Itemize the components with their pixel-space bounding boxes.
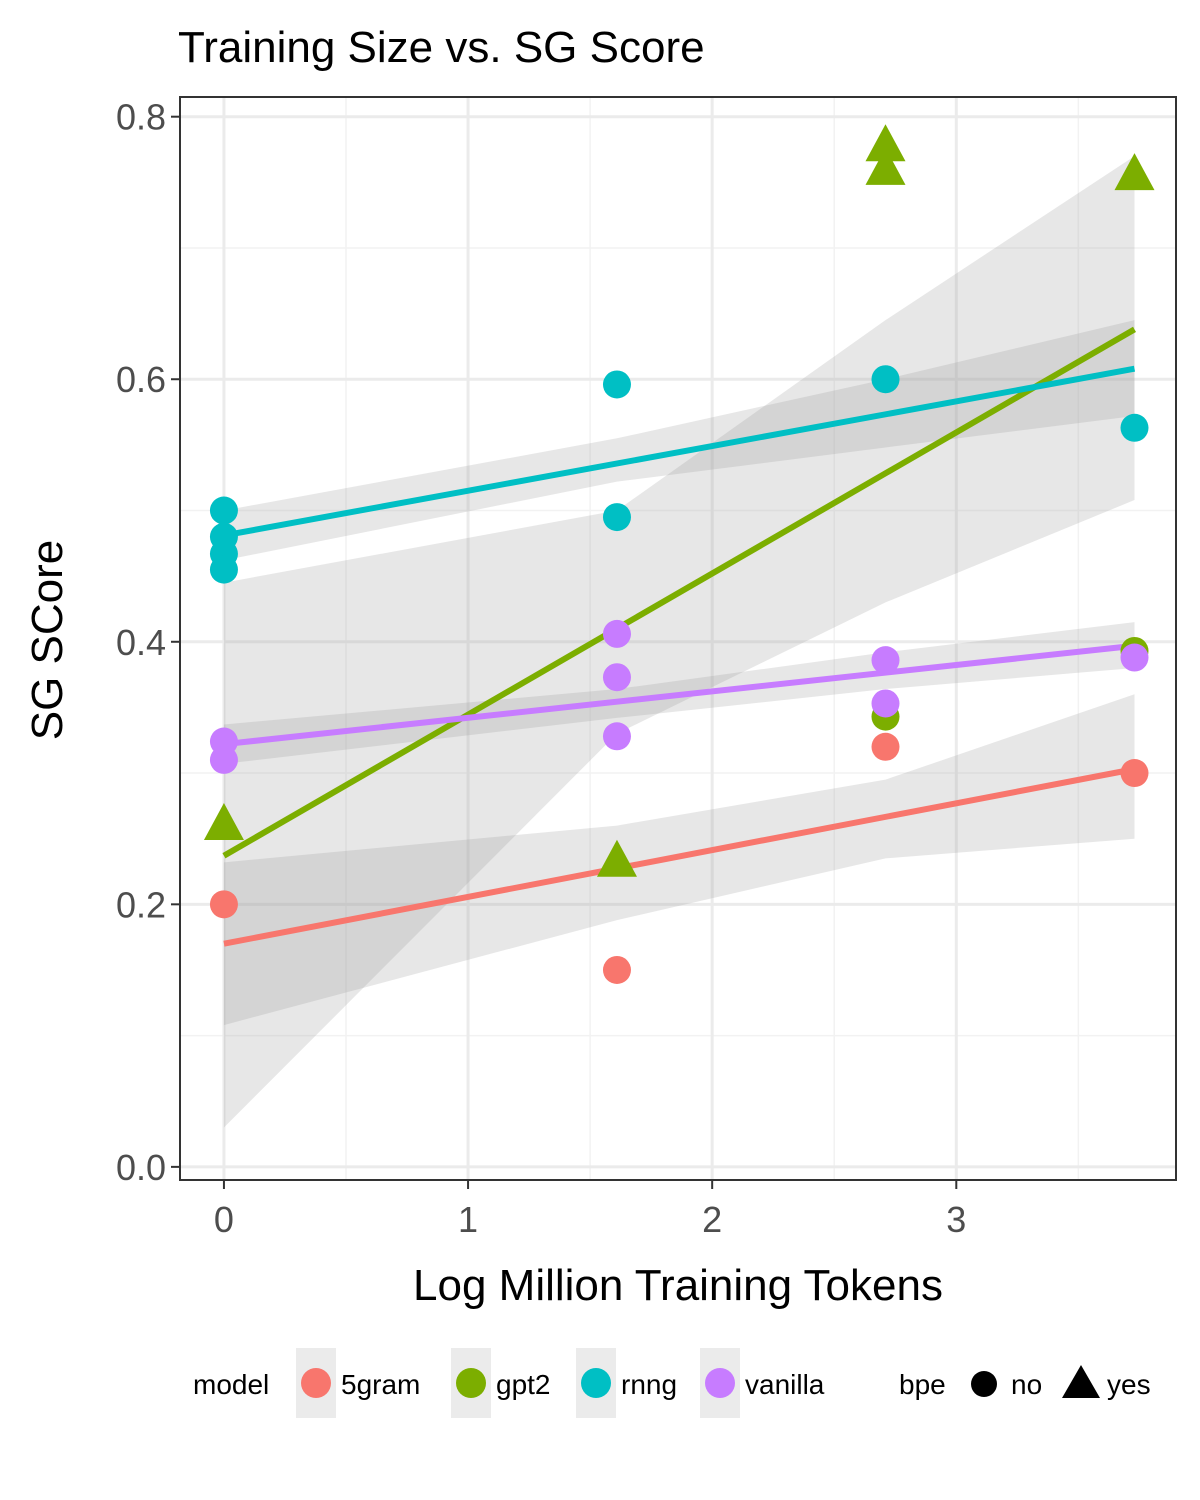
ci-band-rnng	[223, 320, 1135, 561]
y-axis-title: SG SCore	[23, 540, 72, 741]
point-vanilla-circle	[871, 646, 900, 675]
chart-title: Training Size vs. SG Score	[178, 23, 705, 72]
y-tick-label: 0.6	[116, 359, 166, 400]
x-tick-labels: 0 1 2 3	[214, 1199, 966, 1240]
point-rnng-circle	[871, 365, 900, 394]
y-tick-label: 0.4	[116, 622, 166, 663]
point-vanilla-circle	[871, 689, 900, 718]
point-rnng-circle	[209, 555, 238, 584]
legend-model-title: model	[193, 1369, 269, 1400]
y-tick-label: 0.8	[116, 97, 166, 138]
legend-label-vanilla: vanilla	[745, 1369, 825, 1400]
point-rnng-circle	[602, 370, 631, 399]
legend-bpe-no-label: no	[1011, 1369, 1042, 1400]
y-tick-labels: 0.0 0.2 0.4 0.6 0.8	[116, 97, 166, 1188]
legend-key-5gram	[301, 1368, 331, 1398]
point-gpt2-triangle	[203, 802, 244, 840]
fit-line-gpt2	[222, 326, 1137, 859]
ci-band-5gram	[223, 694, 1135, 1026]
point-gpt2-triangle	[865, 147, 906, 185]
point-5gram-circle	[602, 955, 631, 984]
x-tick-label: 3	[946, 1199, 966, 1240]
point-rnng-circle	[602, 503, 631, 532]
point-vanilla-circle	[602, 663, 631, 692]
grid-minor	[180, 97, 1176, 1180]
x-tick-label: 1	[458, 1199, 478, 1240]
legend-key-vanilla	[705, 1368, 735, 1398]
legend-label-rnng: rnng	[621, 1369, 677, 1400]
point-gpt2-triangle	[1114, 153, 1155, 191]
legend: model 5gram gpt2 rnng vanilla bpe no yes	[193, 1348, 1151, 1418]
ci-band-gpt2	[223, 156, 1135, 1128]
point-vanilla-circle	[209, 745, 238, 774]
x-tick-label: 2	[702, 1199, 722, 1240]
fit-lines	[222, 326, 1137, 947]
point-5gram-circle	[871, 732, 900, 761]
point-vanilla-circle	[602, 722, 631, 751]
point-vanilla-circle	[1120, 643, 1149, 672]
grid-major	[180, 97, 1176, 1180]
point-gpt2-triangle	[865, 124, 906, 162]
data-points	[203, 124, 1155, 984]
axis-ticks	[171, 115, 958, 1189]
legend-bpe-yes-label: yes	[1107, 1369, 1151, 1400]
legend-bpe-triangle-key	[1062, 1365, 1100, 1398]
plot-border	[179, 96, 1177, 1181]
point-5gram-circle	[1120, 759, 1149, 788]
point-rnng-circle	[1120, 413, 1149, 442]
fit-line-5gram	[223, 766, 1136, 947]
point-5gram-circle	[209, 890, 238, 919]
fit-line-vanilla	[223, 642, 1135, 748]
point-gpt2-triangle	[596, 839, 637, 877]
legend-label-5gram: 5gram	[341, 1369, 420, 1400]
legend-key-rnng	[581, 1368, 611, 1398]
legend-key-gpt2	[456, 1368, 486, 1398]
legend-model-keys: 5gram gpt2 rnng vanilla	[296, 1348, 825, 1418]
y-tick-label: 0.0	[116, 1147, 166, 1188]
y-tick-label: 0.2	[116, 884, 166, 925]
point-rnng-circle	[209, 496, 238, 525]
legend-bpe-title: bpe	[899, 1369, 946, 1400]
point-vanilla-circle	[602, 619, 631, 648]
x-axis-title: Log Million Training Tokens	[413, 1261, 943, 1310]
x-tick-label: 0	[214, 1199, 234, 1240]
fit-line-rnng	[223, 365, 1136, 539]
legend-bpe-circle-key	[971, 1371, 997, 1397]
legend-label-gpt2: gpt2	[496, 1369, 551, 1400]
